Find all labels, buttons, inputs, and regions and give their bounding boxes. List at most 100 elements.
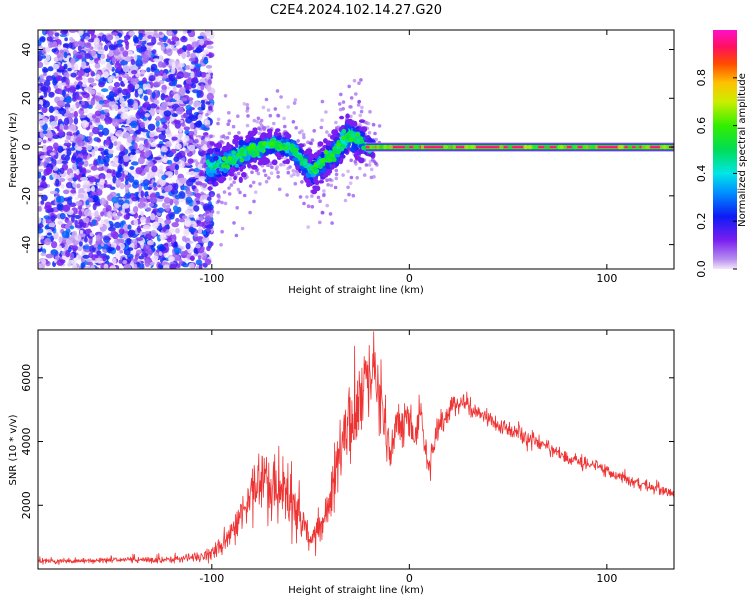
noise-cell	[131, 196, 138, 202]
noise-cell	[194, 188, 199, 194]
ridge-cell	[238, 139, 245, 147]
noise-cell	[178, 131, 183, 139]
halo-cell	[325, 203, 330, 208]
noise-cell	[185, 190, 193, 197]
noise-cell	[131, 151, 136, 156]
noise-cell	[54, 109, 59, 116]
noise-cell	[185, 104, 192, 111]
noise-cell	[168, 213, 175, 220]
noise-cell	[140, 165, 145, 169]
noise-cell	[84, 237, 88, 243]
ridge-cell	[280, 150, 286, 156]
noise-cell	[68, 30, 77, 33]
noise-cell	[122, 259, 128, 265]
ridge-peak-cell	[232, 157, 238, 163]
halo-cell	[201, 164, 206, 169]
halo-cell	[300, 180, 304, 184]
noise-cell	[78, 161, 83, 167]
noise-cell	[159, 105, 168, 111]
noise-cell	[76, 146, 83, 151]
noise-cell	[46, 145, 54, 152]
noise-cell	[174, 121, 181, 129]
noise-cell	[91, 165, 98, 171]
noise-cell	[78, 30, 84, 36]
noise-cell	[83, 108, 89, 114]
noise-cell	[151, 248, 156, 252]
ridge-cell	[234, 141, 239, 148]
noise-cell	[77, 96, 83, 101]
noise-cell	[174, 194, 181, 200]
halo-cell	[276, 113, 280, 118]
noise-cell	[133, 263, 138, 269]
halo-cell	[226, 122, 230, 127]
ridge-cell	[248, 137, 256, 141]
noise-cell	[169, 40, 176, 46]
halo-cell	[200, 202, 205, 206]
noise-cell	[119, 182, 125, 190]
noise-cell	[168, 73, 176, 82]
halo-cell	[339, 92, 343, 97]
noise-cell	[202, 59, 209, 64]
noise-cell	[159, 69, 164, 77]
colorbar-ticks: 0.00.20.40.60.8	[695, 69, 737, 278]
halo-cell	[216, 210, 220, 215]
noise-cell	[67, 177, 73, 182]
noise-cell	[108, 149, 114, 155]
noise-cell	[116, 141, 122, 146]
noise-cell	[157, 75, 163, 80]
noise-cell	[38, 137, 43, 143]
noise-cell	[54, 174, 61, 182]
ridge-cell	[317, 141, 324, 147]
noise-cell	[184, 221, 191, 227]
halo-cell	[293, 181, 298, 186]
steady-knot	[627, 144, 633, 150]
ridge-cell	[343, 126, 349, 130]
ridge-cell	[241, 171, 247, 178]
noise-cell	[159, 233, 167, 241]
noise-cell	[93, 159, 98, 167]
x-tick-label: 100	[596, 272, 617, 285]
noise-cell	[61, 230, 69, 238]
noise-cell	[67, 112, 75, 119]
noise-cell	[184, 209, 191, 215]
noise-cell	[112, 212, 117, 217]
noise-cell	[41, 175, 46, 182]
halo-cell	[374, 161, 378, 165]
halo-cell	[320, 118, 324, 122]
halo-cell	[352, 111, 357, 115]
noise-cell	[38, 171, 42, 179]
noise-cell	[189, 64, 195, 70]
noise-cell	[168, 256, 175, 262]
noise-cell	[97, 147, 105, 152]
noise-cell	[120, 151, 126, 156]
halo-cell	[256, 116, 261, 121]
halo-cell	[246, 114, 250, 118]
halo-cell	[349, 96, 354, 100]
ridge-peak-cell	[290, 146, 295, 152]
ridge-cell	[276, 135, 282, 141]
steady-knot	[582, 144, 588, 150]
noise-cell	[148, 202, 155, 207]
noise-cell	[187, 46, 195, 51]
noise-cell	[83, 68, 91, 74]
x-tick-label: -100	[199, 272, 224, 285]
ridge-peak-cell	[268, 141, 273, 147]
noise-cell	[57, 44, 62, 51]
noise-cell	[97, 167, 105, 172]
noise-cell	[48, 222, 56, 228]
noise-cell	[128, 62, 137, 71]
noise-cell	[120, 112, 129, 120]
noise-cell	[142, 77, 147, 84]
noise-cell	[146, 42, 155, 46]
noise-cell	[88, 121, 93, 126]
noise-cell	[192, 100, 201, 108]
noise-cell	[40, 235, 45, 240]
noise-cell	[41, 55, 46, 59]
ridge-peak-cell	[327, 157, 333, 163]
noise-cell	[89, 232, 94, 237]
noise-cell	[99, 197, 107, 206]
noise-cell	[128, 175, 135, 183]
noise-cell	[96, 138, 102, 143]
noise-cell	[80, 37, 85, 42]
